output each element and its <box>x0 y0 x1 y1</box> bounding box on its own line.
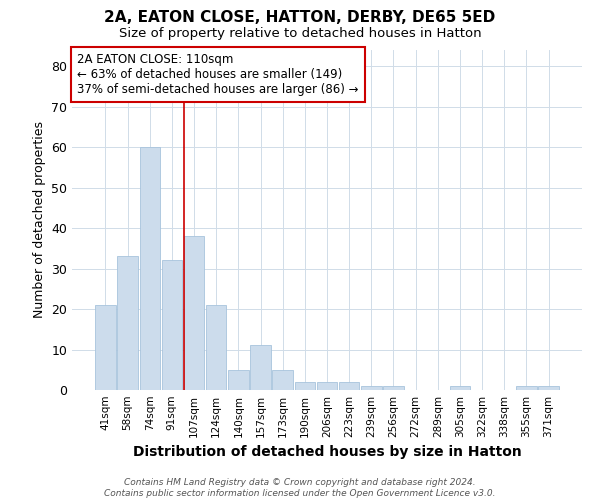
Bar <box>516 386 536 390</box>
Bar <box>184 236 204 390</box>
Bar <box>295 382 315 390</box>
Bar <box>272 370 293 390</box>
Text: Contains HM Land Registry data © Crown copyright and database right 2024.
Contai: Contains HM Land Registry data © Crown c… <box>104 478 496 498</box>
Text: Size of property relative to detached houses in Hatton: Size of property relative to detached ho… <box>119 28 481 40</box>
Bar <box>95 305 116 390</box>
Bar <box>450 386 470 390</box>
Bar <box>339 382 359 390</box>
Bar <box>140 147 160 390</box>
Bar <box>228 370 248 390</box>
Bar <box>317 382 337 390</box>
Bar <box>118 256 138 390</box>
Bar <box>206 305 226 390</box>
Y-axis label: Number of detached properties: Number of detached properties <box>32 122 46 318</box>
Bar <box>383 386 404 390</box>
Text: 2A, EATON CLOSE, HATTON, DERBY, DE65 5ED: 2A, EATON CLOSE, HATTON, DERBY, DE65 5ED <box>104 10 496 25</box>
X-axis label: Distribution of detached houses by size in Hatton: Distribution of detached houses by size … <box>133 446 521 460</box>
Bar <box>161 260 182 390</box>
Text: 2A EATON CLOSE: 110sqm
← 63% of detached houses are smaller (149)
37% of semi-de: 2A EATON CLOSE: 110sqm ← 63% of detached… <box>77 54 359 96</box>
Bar <box>361 386 382 390</box>
Bar <box>538 386 559 390</box>
Bar <box>250 346 271 390</box>
